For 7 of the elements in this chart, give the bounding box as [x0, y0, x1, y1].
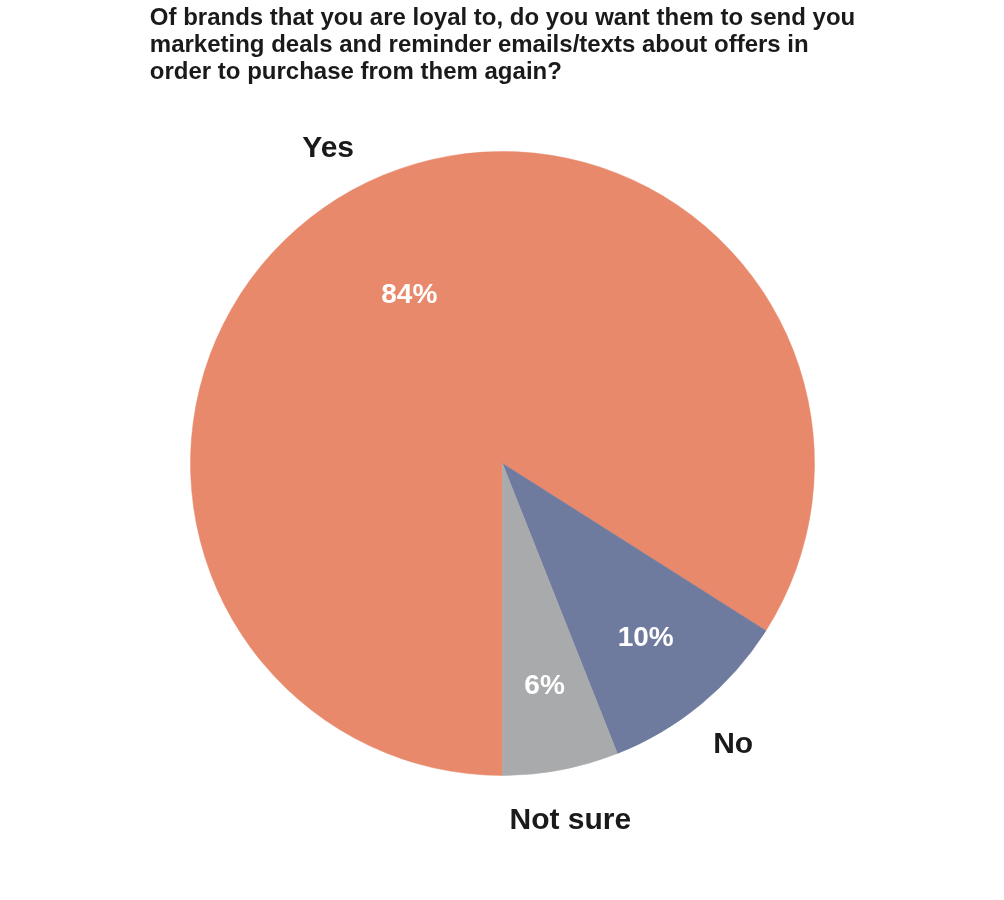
- slice-label: Not sure: [509, 802, 632, 836]
- data-label: 10%: [617, 621, 674, 653]
- slice-label: No: [713, 725, 754, 759]
- data-label: 84%: [381, 278, 438, 310]
- slice-label: Yes: [302, 129, 355, 163]
- chart-title: Of brands that you are loyal to, do you want them to send you marketing deals and reminder emails/texts about offers in order to purchase from them again?: [149, 2, 856, 84]
- data-label: 6%: [524, 668, 565, 700]
